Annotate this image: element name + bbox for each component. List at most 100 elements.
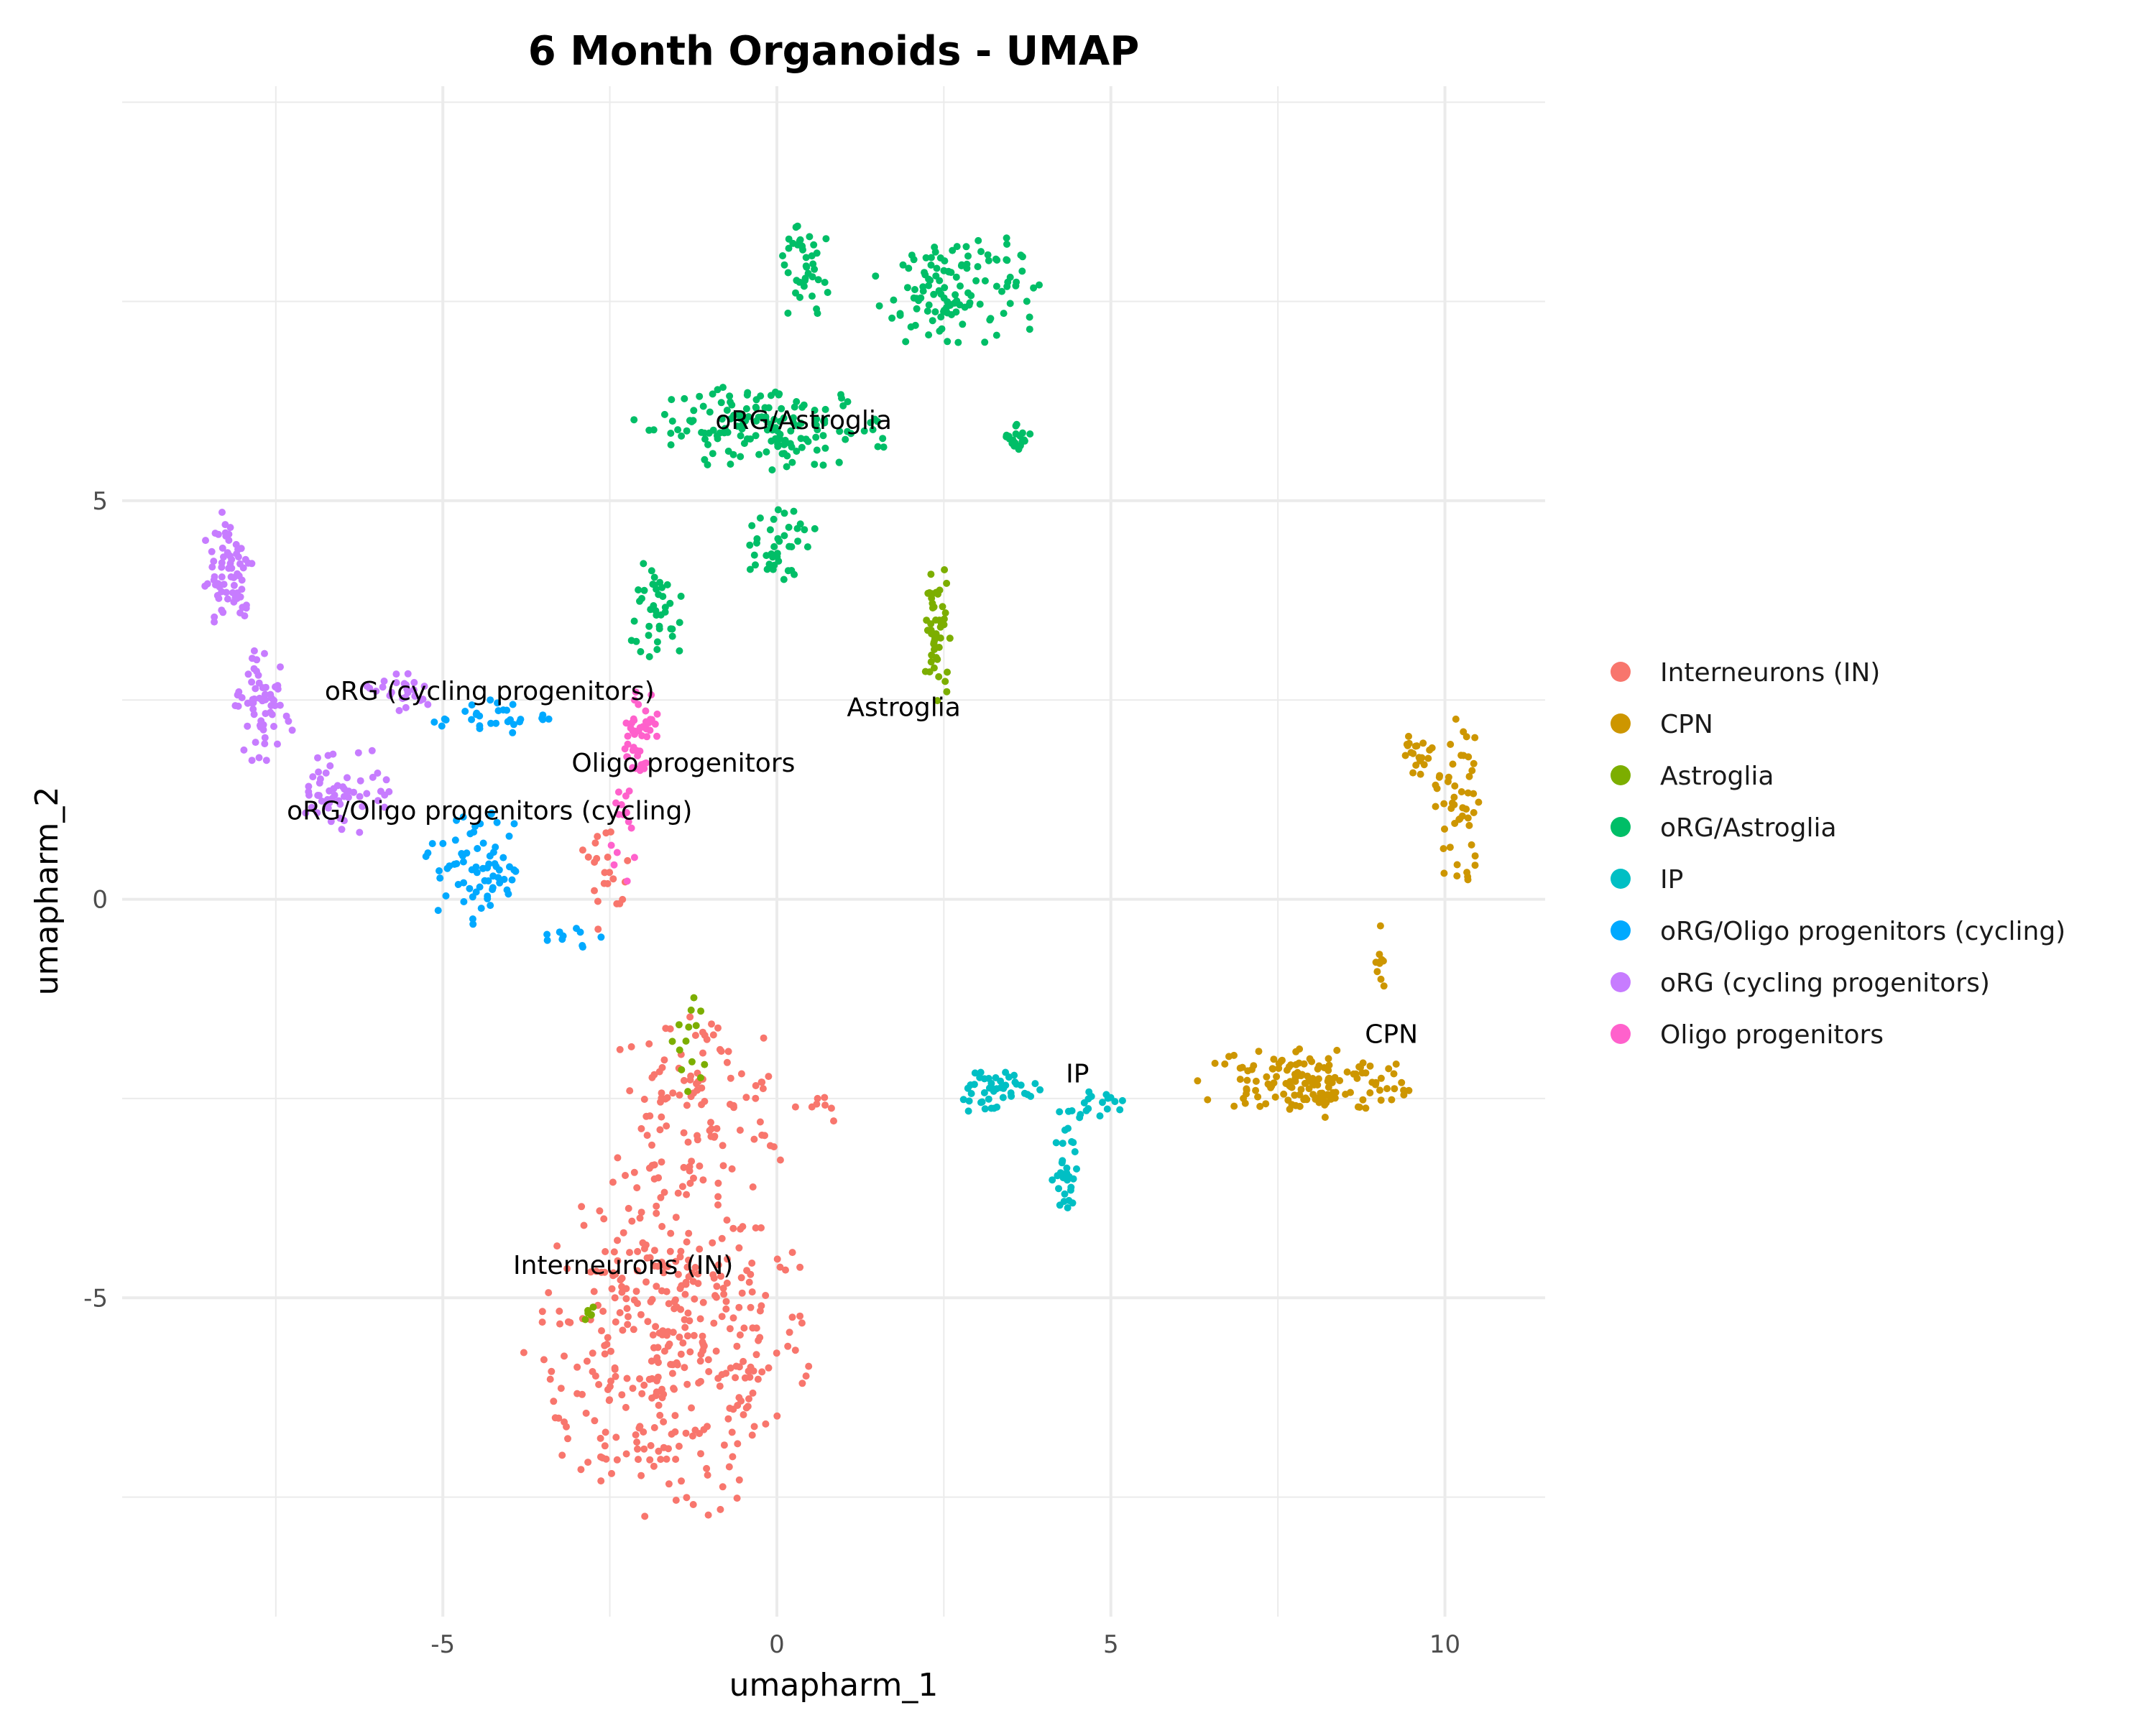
data-point xyxy=(577,1466,585,1474)
data-point xyxy=(664,1262,672,1270)
data-point xyxy=(1061,1126,1069,1134)
data-point xyxy=(622,1403,630,1411)
data-point xyxy=(538,1308,546,1316)
data-point xyxy=(842,435,849,443)
data-point xyxy=(667,441,675,449)
data-point xyxy=(987,315,995,323)
data-point xyxy=(460,879,468,887)
data-point xyxy=(931,308,939,315)
data-point xyxy=(1475,798,1483,806)
data-point xyxy=(1446,844,1454,851)
data-point xyxy=(723,1058,731,1066)
data-point xyxy=(974,263,982,271)
data-point xyxy=(697,1377,704,1385)
data-point xyxy=(660,1418,668,1426)
data-point xyxy=(1286,1078,1294,1086)
data-point xyxy=(698,1101,706,1109)
data-point xyxy=(992,331,1000,339)
data-point xyxy=(487,719,494,727)
data-point xyxy=(220,553,227,561)
data-point xyxy=(928,651,936,659)
data-point xyxy=(952,273,960,281)
data-point xyxy=(369,773,377,781)
data-point xyxy=(1411,742,1419,750)
data-point xyxy=(1263,1073,1271,1081)
data-point xyxy=(699,402,707,410)
data-point xyxy=(959,1096,967,1104)
data-point xyxy=(763,552,770,560)
data-point xyxy=(1204,1096,1212,1104)
data-point xyxy=(677,1350,685,1358)
legend-entry-label: oRG/Astroglia xyxy=(1660,813,1837,843)
data-point xyxy=(800,401,808,409)
data-point xyxy=(615,810,623,818)
data-point xyxy=(635,701,642,708)
data-point xyxy=(814,1094,821,1102)
data-point xyxy=(1325,1084,1332,1091)
data-point xyxy=(757,1302,765,1310)
data-point xyxy=(601,1350,609,1358)
data-point xyxy=(556,1320,563,1328)
data-point xyxy=(630,1168,638,1176)
data-point xyxy=(737,1070,745,1078)
data-point xyxy=(1465,821,1473,829)
data-point xyxy=(1262,1100,1270,1108)
data-point xyxy=(933,264,941,272)
data-point xyxy=(584,1459,592,1466)
data-point xyxy=(927,658,935,666)
data-point xyxy=(372,688,380,695)
data-point xyxy=(684,1309,692,1317)
data-point xyxy=(765,1364,773,1372)
data-point xyxy=(1333,1046,1341,1054)
data-point xyxy=(422,853,430,860)
data-point xyxy=(660,1056,668,1064)
data-point xyxy=(1453,861,1461,869)
data-point xyxy=(244,699,252,707)
data-point xyxy=(811,407,819,414)
data-point xyxy=(538,1318,546,1326)
data-point xyxy=(315,779,323,787)
data-point xyxy=(722,1298,730,1306)
data-point xyxy=(1006,300,1014,308)
data-point xyxy=(267,708,275,716)
data-point xyxy=(798,443,806,451)
x-tick-label: 10 xyxy=(1429,1630,1460,1659)
data-point xyxy=(392,679,400,687)
data-point xyxy=(1252,1086,1260,1094)
data-point xyxy=(937,313,945,321)
data-point xyxy=(685,1256,692,1264)
data-point xyxy=(218,509,226,516)
data-point xyxy=(466,884,474,892)
data-point xyxy=(627,724,635,732)
data-point xyxy=(793,222,801,230)
data-point xyxy=(1067,1183,1075,1191)
data-point xyxy=(803,543,811,551)
data-point xyxy=(637,1311,645,1318)
data-point xyxy=(503,706,511,714)
data-point xyxy=(763,426,771,434)
data-point xyxy=(602,1248,609,1255)
data-point xyxy=(1470,809,1478,816)
data-point xyxy=(646,726,654,734)
data-point xyxy=(1023,1091,1031,1099)
data-point xyxy=(646,1112,654,1120)
data-point xyxy=(721,425,729,433)
data-point xyxy=(790,507,798,515)
data-point xyxy=(610,861,618,869)
data-point xyxy=(934,590,941,598)
data-point xyxy=(582,1409,590,1417)
data-point xyxy=(773,1255,781,1263)
data-point xyxy=(711,1292,719,1300)
data-point xyxy=(930,603,938,611)
data-point xyxy=(1221,1060,1229,1068)
legend-swatch xyxy=(1611,817,1631,837)
data-point xyxy=(1064,1176,1072,1184)
data-point xyxy=(257,717,265,725)
data-point xyxy=(638,595,645,602)
data-point xyxy=(1312,1095,1319,1103)
data-point xyxy=(1447,805,1455,813)
data-point xyxy=(1404,741,1411,749)
data-point xyxy=(208,563,216,571)
legend-entry-label: Interneurons (IN) xyxy=(1660,658,1880,688)
